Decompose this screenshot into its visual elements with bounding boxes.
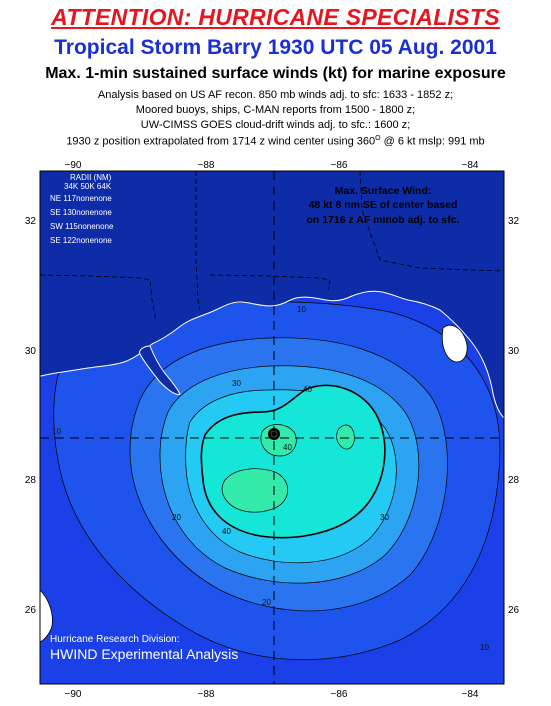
credit-line-1: Hurricane Research Division: [50,634,180,645]
wind-analysis-map: −90 −88 −86 −84 −90 −88 −86 −84 32 30 28… [25,160,520,700]
analysis-note-recon: Analysis based on US AF recon. 850 mb wi… [97,89,454,101]
credit-line-2: HWIND Experimental Analysis [50,646,238,662]
radii-row-2: SE 130nonenone [50,208,112,217]
contour-label-40-north: 40 [303,385,312,394]
position-note-tail: @ 6 kt mslp: 991 mb [380,135,485,148]
attention-banner: ATTENTION: HURRICANE SPECIALISTS [51,4,500,30]
yucatan-land [40,589,53,643]
storm-center-marker [268,428,280,440]
gulf-coast-land [40,171,504,419]
contour-label-40-center: 40 [283,443,292,452]
lon-label-88-top: −88 [198,160,215,171]
position-note-text: 1930 z position extrapolated from 1714 z… [66,135,376,148]
state-border-al-fl [209,274,331,291]
analysis-note-goes: UW-CIMSS GOES cloud-drift winds adj. to … [140,119,411,131]
storm-title: Tropical Storm Barry 1930 UTC 05 Aug. 20… [54,36,497,59]
radii-row-3: SW 115nonenone [50,222,114,231]
hrd-credits: Hurricane Research Division: HWIND Exper… [50,634,238,662]
contour-label-30-north: 30 [232,379,241,388]
contour-label-10-north: 10 [297,305,306,314]
max-wind-annotation: Max. Surface Wind: 48 kt 8 nm SE of cent… [306,185,459,226]
lon-label-86-top: −86 [331,160,348,171]
contour-label-40-south: 40 [222,527,231,536]
analysis-note-buoys: Moored buoys, ships, C-MAN reports from … [135,104,416,116]
storm-center-ring [270,430,278,438]
lon-label-90-top: −90 [65,160,82,171]
max-wind-line-3: on 1716 z AF minob adj. to sfc. [306,214,459,226]
max-wind-line-2: 48 kt 8 nm SE of center based [309,199,458,211]
lat-label-30-right: 30 [508,346,520,357]
radii-row-4: SE 122nonenone [50,236,112,245]
lat-label-32-right: 32 [508,216,520,227]
lat-label-26-left: 26 [25,605,37,616]
radii-header: RADII (NM) [70,173,112,182]
degree-mark: O [375,135,381,142]
contour-label-20-south: 20 [262,598,271,607]
contour-label-20-southwest: 20 [172,513,181,522]
contour-label-10-southeast: 10 [480,643,489,652]
lon-axis-top: −90 −88 −86 −84 [65,160,479,171]
state-border-fl-ga [359,171,504,272]
mississippi-delta [139,345,181,395]
radii-columns: 34K 50K 64K [64,182,112,191]
state-border-la-ms [40,274,157,321]
lon-label-84-top: −84 [462,160,479,171]
state-border-ms-al [195,171,201,311]
lon-label-90-bottom: −90 [65,689,82,700]
radii-table: RADII (NM) 34K 50K 64K NE 117nonenone SE… [50,173,114,245]
map-field: 10 10 10 20 20 30 30 40 40 40 [40,171,504,684]
lat-axis-left: 32 30 28 26 [25,216,37,616]
lon-label-86-bottom: −86 [331,689,348,700]
analysis-note-position: 1930 z position extrapolated from 1714 z… [0,135,551,148]
lat-axis-right: 32 30 28 26 [508,216,520,616]
lon-label-84-bottom: −84 [462,689,479,700]
lon-label-88-bottom: −88 [198,689,215,700]
lat-label-30-left: 30 [25,346,37,357]
product-title: Max. 1-min sustained surface winds (kt) … [45,65,506,82]
radii-row-1: NE 117nonenone [50,194,112,203]
lat-label-28-right: 28 [508,475,520,486]
contour-label-30-east: 30 [380,513,389,522]
lat-label-32-left: 32 [25,216,37,227]
contour-label-10-west: 10 [52,427,61,436]
lon-axis-bottom: −90 −88 −86 −84 [65,689,479,700]
lat-label-26-right: 26 [508,605,520,616]
lake-okeechobee [441,324,468,363]
lat-label-28-left: 28 [25,475,37,486]
map-frame [39,170,505,685]
contour-band-45kt-east [336,424,355,450]
max-wind-line-1: Max. Surface Wind: [335,185,432,197]
contour-band-45kt-southwest [221,468,289,513]
